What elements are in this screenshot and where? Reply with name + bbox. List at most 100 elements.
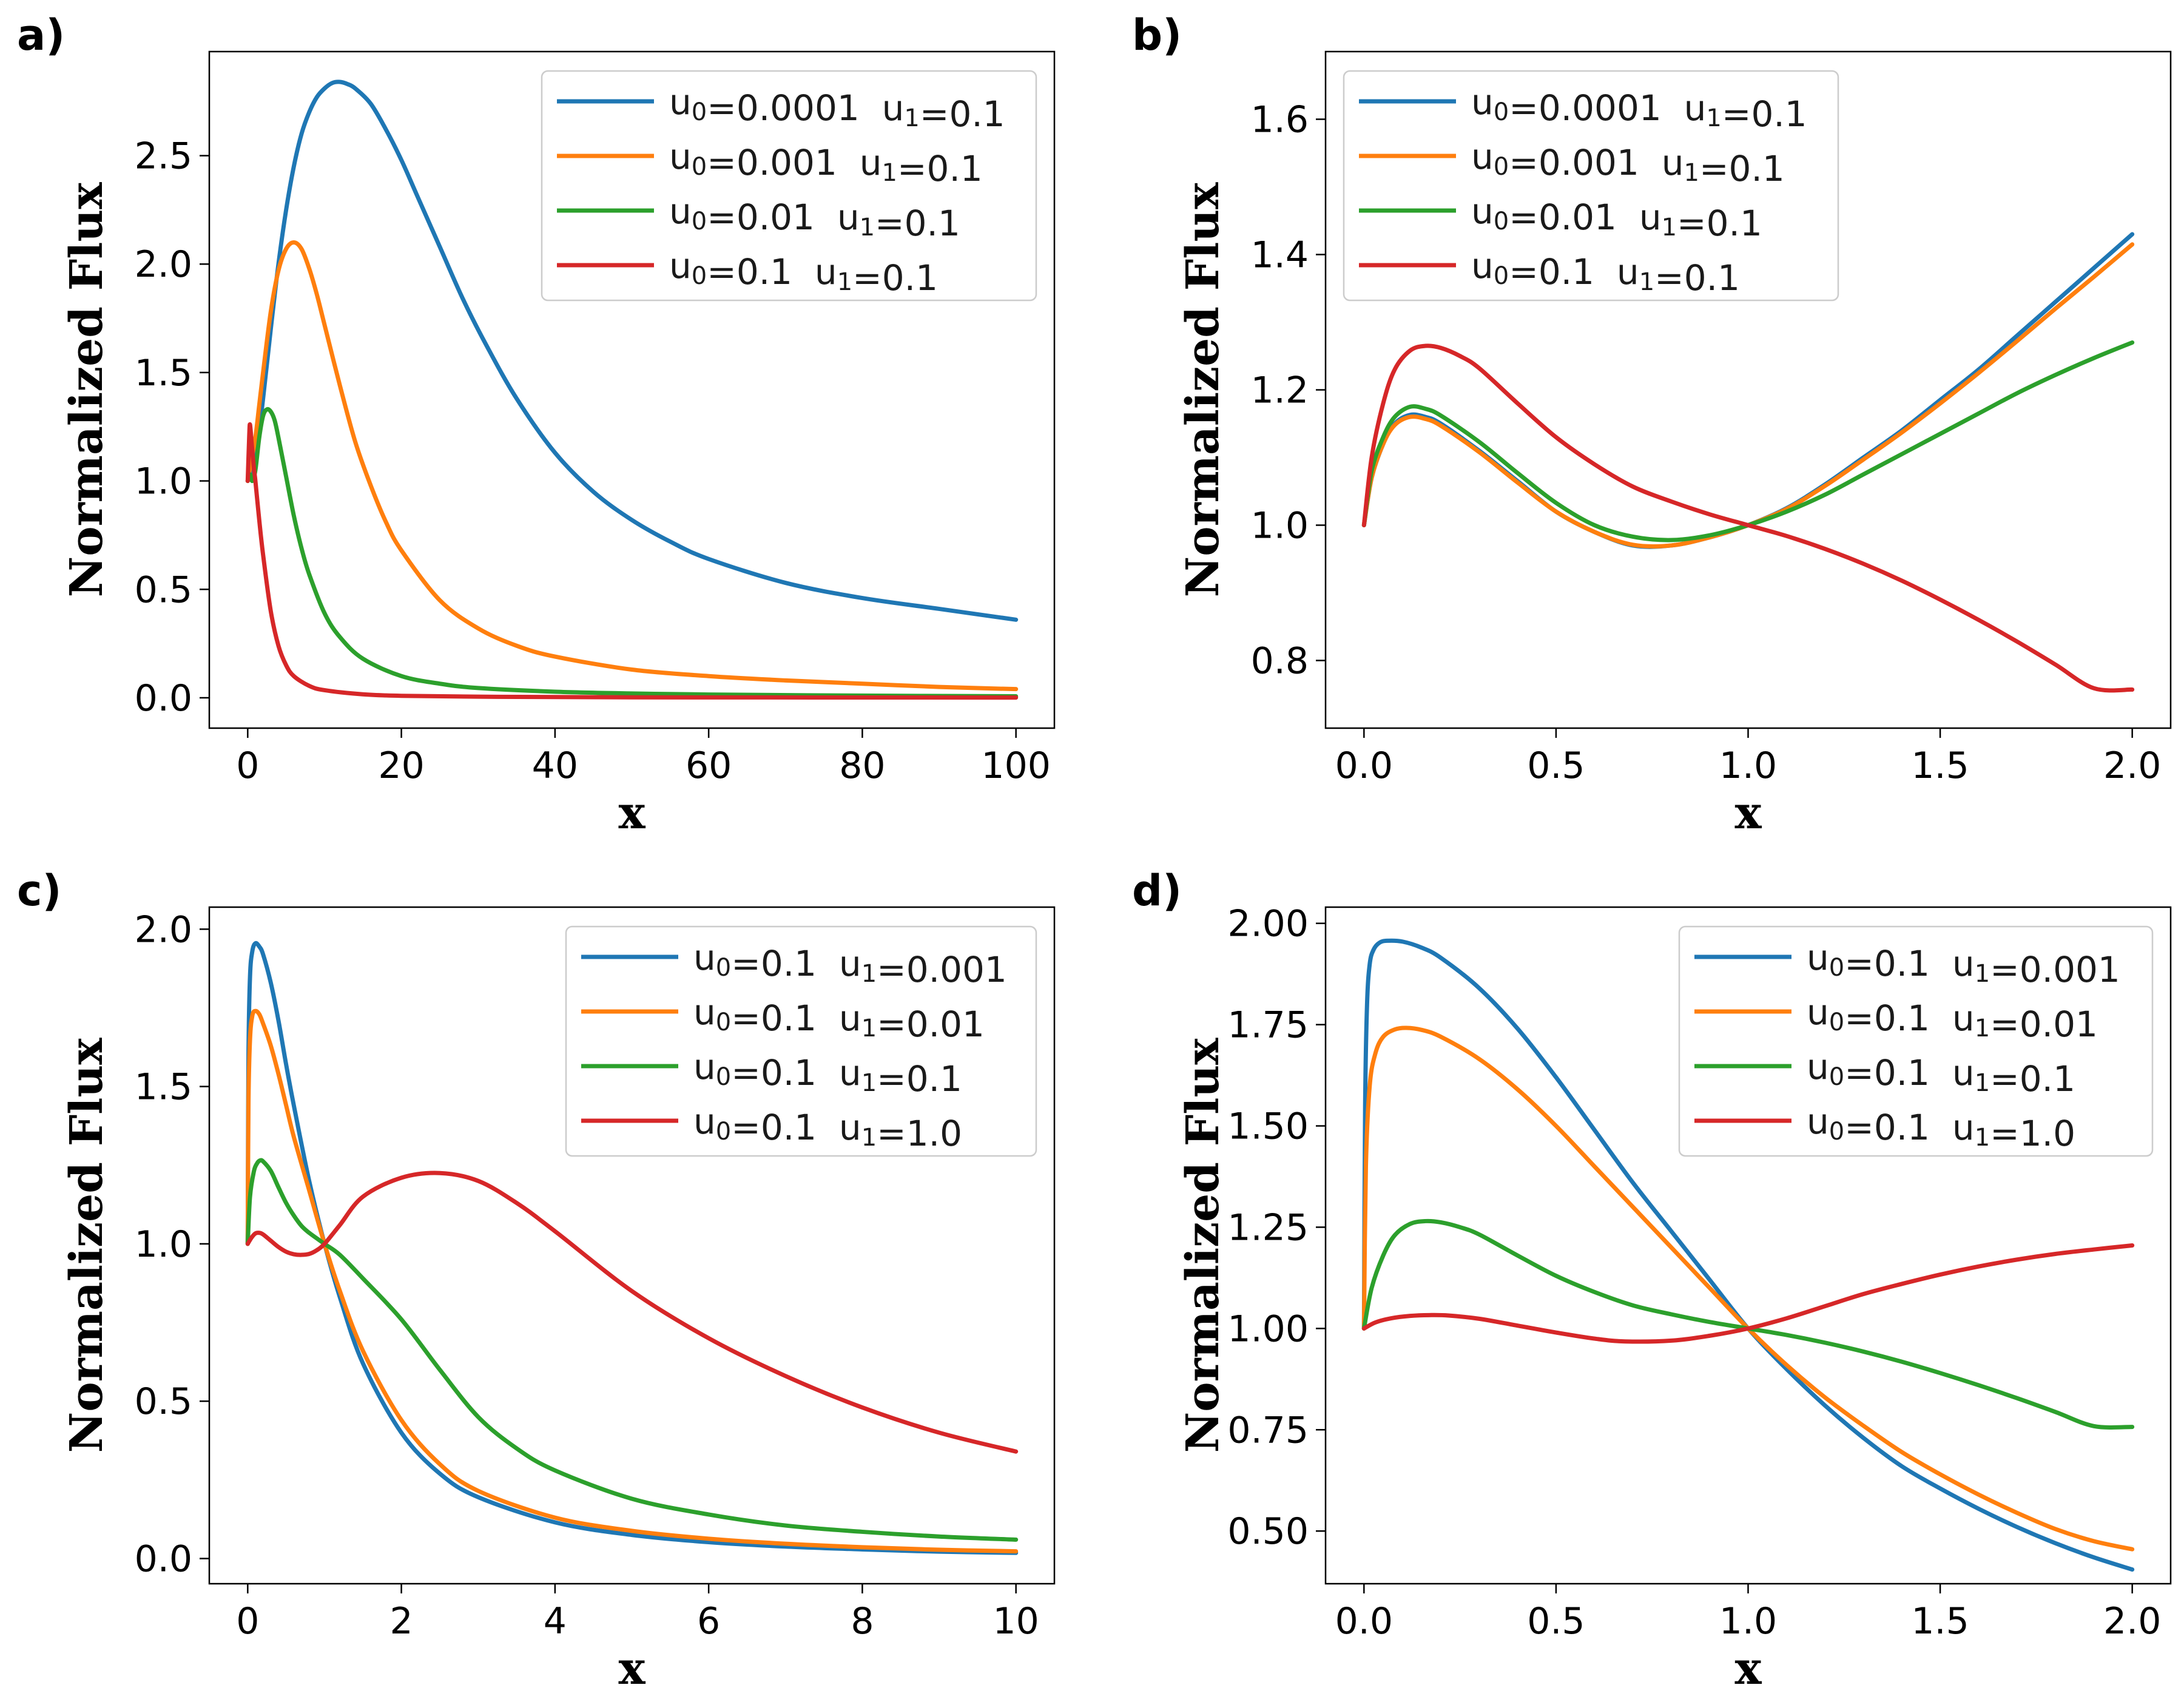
y-tick-label: 1.4 [1251,234,1309,277]
y-tick-label: 0.75 [1227,1409,1309,1451]
y-axis-label: Normalized Flux [1177,182,1229,598]
x-tick-label: 40 [532,745,578,787]
x-axis-label: x [1734,1643,1762,1695]
y-tick-label: 0.50 [1227,1510,1309,1553]
y-tick-label: 1.2 [1251,370,1309,412]
y-tick-label: 0.0 [135,1538,192,1581]
x-axis-label: x [1734,787,1762,839]
legend-entry: u0=0.1 u1=0.1 [1807,1046,2075,1099]
x-tick-label: 0.5 [1527,1600,1585,1643]
y-tick-label: 2.00 [1227,903,1309,945]
x-tick-label: 80 [839,745,885,787]
y-tick-label: 0.5 [135,1380,192,1423]
y-tick-label: 1.00 [1227,1308,1309,1350]
series-line-3 [245,1158,1019,1542]
legend-entry: u0=0.1 u1=0.01 [1807,991,2098,1045]
series-lines [1361,232,2135,693]
y-tick-label: 1.6 [1251,99,1309,141]
panel-b: 0.0 0.5 1.0 1.5 2.0 0.8 1.0 1.2 1.4 1.6 x Normalize… [1132,10,2172,839]
y-tick-label: 2.5 [135,135,192,178]
series-line-4 [1361,1243,2135,1344]
x-tick-label: 2.0 [2103,745,2161,787]
series-line-1 [1361,938,2135,1572]
legend-entry: u0=0.0001 u1=0.1 [1471,81,1807,135]
plot-frame [208,50,1056,729]
x-tick-label: 0 [236,1600,259,1643]
legend-entry: u0=0.01 u1=0.1 [1471,191,1762,244]
x-tick-label: 1.5 [1911,1600,1969,1643]
legend-entry: u0=0.0001 u1=0.1 [669,81,1005,135]
x-tick-label: 1.5 [1911,745,1969,787]
y-tick-label: 1.5 [135,1066,192,1109]
series-lines [1361,938,2135,1572]
x-axis-label: x [618,787,645,839]
panel-a: 0 20 40 60 80 100 0.0 0.5 1.0 1.5 2.0 2.5 x Normalize… [17,10,1056,839]
legend-entry: u0=0.1 u1=0.001 [693,937,1007,990]
series-line-1 [245,79,1019,622]
y-tick-label: 1.50 [1227,1106,1309,1148]
legend-box [1678,925,2154,1157]
series-line-4 [1361,343,2135,693]
y-tick-label: 0.0 [135,677,192,720]
x-tick-label: 2 [389,1600,413,1643]
series-line-2 [245,240,1019,692]
x-tick-label: 4 [544,1600,567,1643]
x-tick-label: 6 [697,1600,720,1643]
series-line-3 [1361,340,2135,542]
y-tick-label: 1.0 [1251,505,1309,547]
legend-entry: u0=0.001 u1=0.1 [1471,136,1785,189]
legend: u0=0.0001 u1=0.1u0=0.001 u1=0.1u0=0.01 u… [1343,70,1839,302]
legend-box [1343,70,1839,302]
legend-entry: u0=0.1 u1=0.1 [669,245,938,299]
x-tick-label: 0.0 [1335,1600,1393,1643]
series-line-2 [245,1008,1019,1554]
x-axis-label: x [618,1643,645,1695]
panel-label: c) [17,866,62,916]
x-tick-label: 2.0 [2103,1600,2161,1643]
panel-d: 0.0 0.5 1.0 1.5 2.0 0.50 0.75 1.00 1.25 1.50 1.75 2… [1132,866,2172,1695]
x-tick-label: 10 [993,1600,1039,1643]
legend-entry: u0=0.1 u1=0.001 [1807,937,2120,990]
panel-label: a) [17,10,65,60]
legend: u0=0.0001 u1=0.1u0=0.001 u1=0.1u0=0.01 u… [541,70,1037,302]
y-tick-label: 0.5 [135,569,192,611]
panel-label: d) [1132,866,1182,916]
x-tick-label: 0.5 [1527,745,1585,787]
y-tick-label: 1.75 [1227,1004,1309,1047]
panel-c: 0 2 4 6 8 10 0.0 0.5 1.0 1.5 2.0 x Normalized Flux c)… [17,866,1056,1695]
x-tick-label: 0.0 [1335,745,1393,787]
x-tick-label: 8 [851,1600,874,1643]
series-line-3 [245,407,1019,698]
y-axis-label: Normalized Flux [61,182,113,598]
series-lines [245,941,1019,1555]
legend-entry: u0=0.1 u1=0.1 [1471,245,1740,299]
y-tick-label: 2.0 [135,908,192,951]
legend-entry: u0=0.1 u1=0.01 [693,991,985,1045]
x-tick-label: 0 [236,745,259,787]
legend-entry: u0=0.001 u1=0.1 [669,136,983,189]
series-lines [245,79,1019,700]
legend-entry: u0=0.1 u1=0.1 [693,1046,962,1099]
y-tick-label: 1.0 [135,461,192,503]
y-tick-label: 1.5 [135,352,192,394]
y-axis-label: Normalized Flux [1177,1038,1229,1453]
legend-box [541,70,1037,302]
y-tick-label: 1.0 [135,1223,192,1266]
y-tick-label: 1.25 [1227,1206,1309,1249]
plot-frame [208,906,1056,1585]
series-line-4 [245,422,1019,700]
x-tick-label: 100 [981,745,1051,787]
y-tick-label: 2.0 [135,243,192,286]
series-line-2 [1361,1025,2135,1552]
x-tick-label: 1.0 [1719,1600,1777,1643]
x-tick-label: 60 [686,745,732,787]
series-line-3 [1361,1218,2135,1430]
y-axis-label: Normalized Flux [61,1038,113,1453]
panel-label: b) [1132,10,1182,60]
legend-entry: u0=0.01 u1=0.1 [669,191,960,244]
series-line-2 [1361,242,2135,549]
x-tick-label: 20 [378,745,424,787]
